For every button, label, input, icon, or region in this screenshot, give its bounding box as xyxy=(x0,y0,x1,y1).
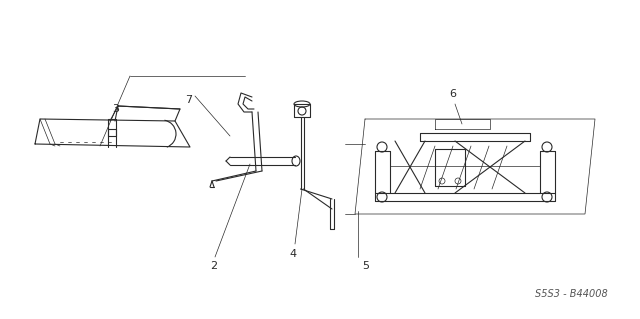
Text: 7: 7 xyxy=(185,95,192,105)
Text: 4: 4 xyxy=(289,249,296,259)
Text: S5S3 - B44008: S5S3 - B44008 xyxy=(535,289,608,299)
Text: 5: 5 xyxy=(362,261,369,271)
Text: 2: 2 xyxy=(211,261,218,271)
Text: 3: 3 xyxy=(113,104,120,114)
Text: 6: 6 xyxy=(449,89,456,99)
